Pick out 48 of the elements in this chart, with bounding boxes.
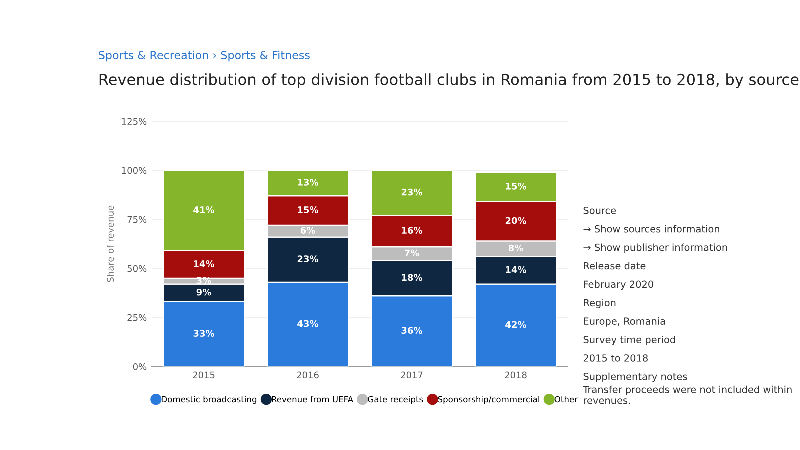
data-label: 43% <box>298 320 319 328</box>
text: → Show publisher information <box>584 244 728 254</box>
data-label: 20% <box>506 217 527 224</box>
y-axis-title: Share of revenue <box>107 206 114 282</box>
data-label: 14% <box>194 260 215 268</box>
y-tick-label: 50% <box>128 265 147 272</box>
data-label: 16% <box>402 227 423 234</box>
data-label: 13% <box>298 179 319 186</box>
text: → Show sources information <box>584 225 720 233</box>
data-label: 36% <box>402 327 423 334</box>
y-tick-label: 125% <box>122 118 147 126</box>
x-tick-label: 2015 <box>193 372 215 379</box>
text: Region <box>584 299 616 308</box>
legend-label: Other <box>554 396 578 403</box>
text: February 2020 <box>584 280 654 290</box>
data-label: 8% <box>508 244 524 252</box>
y-tick-label: 0% <box>133 363 147 370</box>
data-label: 23% <box>402 188 423 196</box>
chart-title: Revenue distribution of top division football clubs in Romania from 2015 to 2018, by source <box>100 74 799 88</box>
y-tick-label: 75% <box>128 216 147 224</box>
text: Europe, Romania <box>584 317 666 327</box>
data-label: 15% <box>298 206 319 214</box>
data-label: 33% <box>194 330 215 337</box>
legend-label: Sponsorship/commercial <box>438 396 540 404</box>
data-label: 18% <box>402 274 423 282</box>
data-label: 7% <box>404 250 420 257</box>
data-label: 14% <box>506 266 527 274</box>
data-label: 41% <box>194 206 215 214</box>
x-tick-label: 2016 <box>297 372 319 379</box>
text: Supplementary notes <box>584 372 688 382</box>
x-tick-label: 2017 <box>401 372 423 379</box>
y-tick-label: 25% <box>128 314 147 322</box>
data-label: 42% <box>506 321 527 328</box>
data-label: 6% <box>300 227 316 234</box>
data-label: 9% <box>196 288 212 296</box>
text: Source <box>584 206 616 214</box>
data-label: 15% <box>506 183 527 190</box>
text: Release date <box>584 262 646 270</box>
legend-label: Domestic broadcasting <box>162 396 257 404</box>
text: Sports & Recreation › Sports & Fitness <box>99 50 310 62</box>
data-label: 23% <box>298 256 319 262</box>
x-tick-label: 2018 <box>505 372 527 379</box>
y-tick-label: 100% <box>122 167 147 174</box>
text: Survey time period <box>584 336 676 346</box>
text: Transfer proceeds were not included within revenues. <box>583 386 792 404</box>
legend-label: Gate receipts <box>368 396 424 404</box>
text: 2015 to 2018 <box>584 354 648 362</box>
legend-label: Revenue from UEFA <box>272 396 354 403</box>
